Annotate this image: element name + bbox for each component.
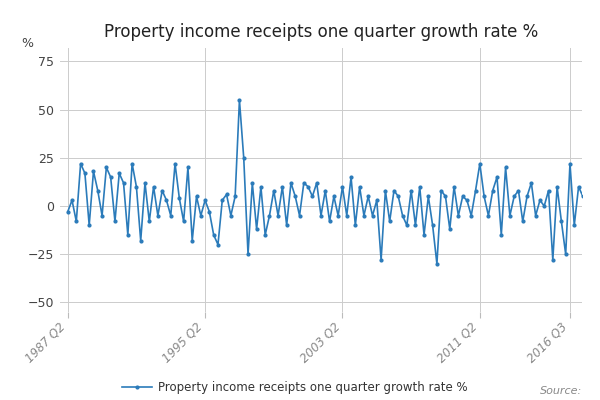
Property income receipts one quarter growth rate % — [236, 98, 243, 102]
Property income receipts one quarter growth rate % — [184, 165, 191, 170]
Text: %: % — [21, 38, 33, 50]
Property income receipts one quarter growth rate % — [399, 213, 406, 218]
Property income receipts one quarter growth rate % — [584, 180, 591, 185]
Property income receipts one quarter growth rate % — [64, 209, 71, 214]
Property income receipts one quarter growth rate % — [575, 184, 582, 189]
Title: Property income receipts one quarter growth rate %: Property income receipts one quarter gro… — [104, 23, 538, 41]
Property income receipts one quarter growth rate % — [232, 194, 239, 199]
Property income receipts one quarter growth rate % — [433, 262, 440, 266]
Property income receipts one quarter growth rate % — [352, 223, 359, 228]
Text: Source:: Source: — [540, 386, 582, 396]
Property income receipts one quarter growth rate % — [554, 184, 561, 189]
Line: Property income receipts one quarter growth rate %: Property income receipts one quarter gro… — [67, 99, 589, 265]
Legend: Property income receipts one quarter growth rate %: Property income receipts one quarter gro… — [118, 376, 472, 398]
